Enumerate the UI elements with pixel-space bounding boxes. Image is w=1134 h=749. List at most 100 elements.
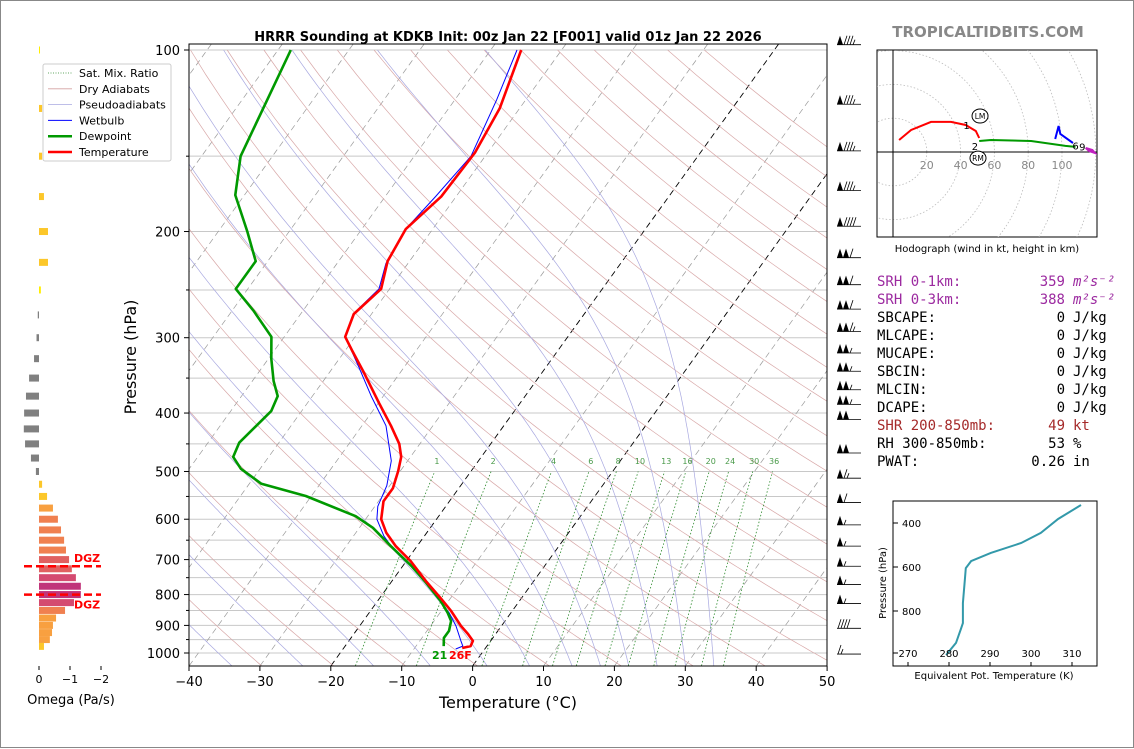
- theta-e-xlabel: Equivalent Pot. Temperature (K): [914, 671, 1073, 682]
- omega-bar: [39, 607, 65, 614]
- barb-pennant: [843, 395, 849, 404]
- index-row: RH 300-850mb:53%: [877, 435, 1127, 453]
- barb-pennant: [837, 494, 843, 503]
- barb-pennant: [837, 249, 843, 258]
- omega-bar: [39, 286, 41, 293]
- y-tick-label: 400: [155, 407, 180, 422]
- barb-flag: [844, 142, 847, 151]
- barb-flag: [844, 217, 847, 226]
- index-unit: J/kg: [1065, 345, 1107, 363]
- theta-e-y-tick-label: 400: [902, 519, 921, 530]
- wind-barbs: [837, 36, 861, 654]
- index-value: 0: [1025, 309, 1065, 327]
- barb-half-flag: [844, 520, 846, 525]
- omega-bar: [39, 537, 64, 544]
- mixing-ratio-line: [605, 472, 665, 666]
- dry-adiabat: [191, 50, 909, 666]
- index-label: MUCAPE:: [877, 345, 1025, 363]
- index-unit: m²s⁻²: [1065, 291, 1115, 309]
- dry-adiabat: [117, 50, 765, 666]
- skewt-plot-frame: [189, 44, 827, 666]
- wind-barb: [837, 381, 861, 390]
- chart-title: HRRR Sounding at KDKB Init: 00z Jan 22 […: [254, 30, 761, 45]
- barb-flag: [838, 619, 841, 628]
- index-unit: J/kg: [1065, 399, 1107, 417]
- omega-bar: [39, 583, 81, 590]
- omega-bar: [39, 629, 52, 636]
- barb-pennant: [837, 557, 843, 566]
- omega-bar: [39, 47, 40, 54]
- omega-axis-title: Omega (Pa/s): [27, 693, 115, 708]
- dry-adiabat: [227, 50, 980, 666]
- barb-pennant: [837, 300, 843, 309]
- x-tick-label: 10: [535, 675, 552, 690]
- mixing-ratio-label: 10: [635, 457, 645, 466]
- hodograph-caption: Hodograph (wind in kt, height in km): [895, 244, 1080, 255]
- barb-flag: [847, 619, 850, 628]
- omega-bar: [36, 468, 39, 475]
- barb-flag: [838, 645, 841, 654]
- barb-flag: [844, 619, 847, 628]
- omega-bar: [39, 526, 61, 533]
- index-value: 359: [1025, 273, 1065, 291]
- y-tick-label: 700: [155, 554, 180, 569]
- omega-bar: [39, 615, 56, 622]
- barb-flag: [850, 217, 853, 226]
- theta-e-y-tick-label: 800: [902, 607, 921, 618]
- index-label: MLCIN:: [877, 381, 1025, 399]
- barb-flag: [844, 95, 847, 104]
- barb-pennant: [837, 323, 843, 332]
- x-tick-label: −20: [317, 675, 344, 690]
- hodograph-ring-label: 60: [987, 159, 1001, 172]
- index-value: 0: [1025, 363, 1065, 381]
- index-value: 0.26: [1025, 453, 1065, 471]
- wind-barb: [837, 95, 861, 104]
- theta-e-frame: [893, 501, 1097, 666]
- theta-e-x-tick-label: 290: [980, 649, 999, 660]
- wind-barb: [837, 181, 861, 190]
- barb-flag: [850, 181, 853, 190]
- barb-flag: [850, 36, 853, 45]
- dewpoint-line: [233, 50, 451, 646]
- x-axis-title: Temperature (°C): [438, 693, 577, 712]
- mixing-ratio-label: 24: [725, 457, 735, 466]
- index-unit: %: [1065, 435, 1081, 453]
- index-label: MLCAPE:: [877, 327, 1025, 345]
- theta-e-x-tick-label: 300: [1021, 649, 1040, 660]
- barb-half-flag: [853, 327, 855, 332]
- highlighted-isotherm: [473, 42, 922, 666]
- legend-label: Sat. Mix. Ratio: [79, 67, 159, 80]
- barb-pennant: [837, 344, 843, 353]
- barb-half-flag: [844, 561, 846, 566]
- surface-temp-label: 26F: [449, 649, 472, 662]
- mixing-ratio-label: 4: [551, 457, 556, 466]
- hodograph-height-label: 6: [1072, 142, 1078, 153]
- y-tick-label: 900: [155, 619, 180, 634]
- isotherm: [402, 42, 851, 666]
- barb-flag: [853, 217, 856, 226]
- index-unit: kt: [1065, 417, 1090, 435]
- omega-bar: [29, 375, 39, 382]
- wind-barb: [837, 411, 861, 420]
- barb-half-flag: [853, 146, 855, 151]
- index-value: 49: [1025, 417, 1065, 435]
- barb-pennant: [843, 300, 849, 309]
- dgz-label: DGZ: [74, 599, 100, 612]
- omega-bar: [39, 556, 69, 563]
- barb-flag: [844, 181, 847, 190]
- index-label: SBCAPE:: [877, 309, 1025, 327]
- omega-bar: [39, 599, 74, 606]
- index-unit: J/kg: [1065, 327, 1107, 345]
- index-label: RH 300-850mb:: [877, 435, 1025, 453]
- index-value: 53: [1025, 435, 1065, 453]
- pseudoadiabat: [224, 50, 629, 666]
- hodograph-ring-label: 40: [954, 159, 968, 172]
- index-label: SBCIN:: [877, 363, 1025, 381]
- omega-bar: [39, 516, 58, 523]
- barb-pennant: [837, 411, 843, 420]
- hodograph-ring-label: 80: [1021, 159, 1035, 172]
